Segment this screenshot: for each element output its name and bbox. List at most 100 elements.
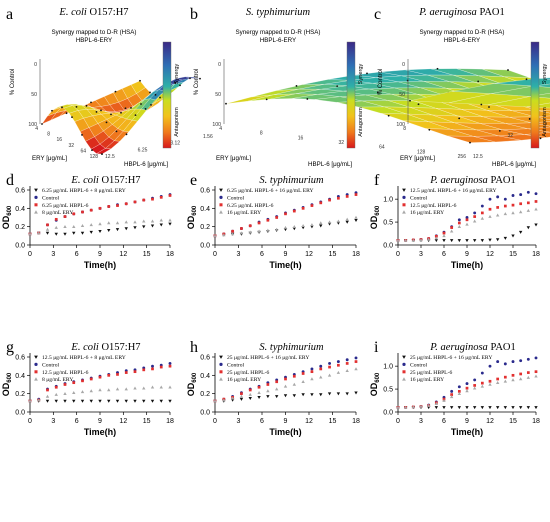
data-point bbox=[89, 377, 93, 381]
data-point bbox=[473, 384, 477, 387]
data-point bbox=[107, 388, 111, 392]
data-point bbox=[472, 406, 477, 410]
data-point bbox=[411, 238, 416, 242]
surface-node bbox=[95, 111, 98, 113]
surface-node bbox=[124, 107, 127, 110]
data-point bbox=[488, 406, 492, 410]
data-point bbox=[107, 205, 111, 208]
data-point bbox=[319, 364, 323, 368]
y-tick-label: 0.6 bbox=[200, 355, 210, 362]
data-point bbox=[480, 381, 484, 385]
data-point bbox=[345, 358, 349, 362]
data-point bbox=[495, 380, 500, 384]
data-point bbox=[292, 227, 297, 231]
data-point bbox=[151, 364, 154, 368]
data-point bbox=[72, 224, 76, 228]
y-tick-label: 6.25 bbox=[138, 147, 148, 153]
data-point bbox=[159, 365, 163, 369]
data-point bbox=[80, 390, 85, 394]
data-point bbox=[327, 220, 332, 224]
data-point bbox=[345, 369, 349, 373]
data-point bbox=[133, 399, 137, 403]
panel-letter: d bbox=[6, 172, 14, 189]
panel-letter: a bbox=[6, 6, 13, 23]
x-axis-label: ERY [μg/mL] bbox=[400, 155, 435, 162]
data-point bbox=[124, 371, 128, 374]
legend-label: 12.5 μg/mL HBPL-6 bbox=[410, 203, 457, 209]
x-tick-label: 9 bbox=[465, 251, 469, 258]
data-point bbox=[283, 228, 288, 232]
z-tick-label: 50 bbox=[215, 92, 221, 98]
x-tick-label: 8 bbox=[47, 132, 50, 138]
data-point bbox=[473, 215, 477, 218]
data-point bbox=[89, 389, 93, 393]
data-point bbox=[34, 370, 38, 374]
data-point bbox=[534, 207, 538, 211]
x-tick-label: 8 bbox=[403, 126, 406, 132]
data-point bbox=[107, 373, 111, 377]
data-point bbox=[115, 228, 120, 232]
data-point bbox=[519, 372, 523, 376]
data-point bbox=[80, 231, 85, 235]
data-point bbox=[240, 392, 243, 396]
data-point bbox=[473, 378, 477, 382]
data-point bbox=[442, 234, 446, 238]
data-point bbox=[534, 370, 538, 374]
legend-label: 12.5 μg/mL HBPL-6 bbox=[42, 370, 89, 376]
legend-label: 16 μg/mL ERY bbox=[227, 210, 261, 216]
data-point bbox=[503, 362, 507, 366]
surface-node bbox=[189, 77, 191, 80]
data-point bbox=[168, 399, 172, 403]
legend-label: 8 μg/mL ERY bbox=[42, 377, 73, 383]
data-point bbox=[54, 399, 58, 403]
data-point bbox=[301, 393, 305, 397]
data-point bbox=[442, 239, 446, 243]
x-tick-label: 0 bbox=[213, 251, 217, 258]
x-tick-label: 128 bbox=[90, 154, 99, 160]
surface-node bbox=[120, 111, 122, 114]
data-point bbox=[213, 234, 217, 238]
data-point bbox=[503, 212, 508, 216]
surface-node bbox=[507, 69, 509, 71]
x-axis-label: ERY [μg/mL] bbox=[216, 155, 251, 162]
data-point bbox=[142, 399, 146, 403]
data-point bbox=[89, 223, 93, 227]
data-point bbox=[449, 239, 454, 243]
y-axis-label: OD600 bbox=[186, 372, 198, 396]
data-point bbox=[519, 359, 523, 363]
data-point bbox=[354, 356, 358, 360]
x-tick-label: 12 bbox=[119, 418, 127, 425]
data-point bbox=[133, 370, 137, 374]
data-point bbox=[354, 218, 358, 222]
data-point bbox=[142, 368, 146, 372]
data-point bbox=[345, 217, 349, 221]
x-tick-label: 6 bbox=[442, 418, 446, 425]
x-tick-label: 18 bbox=[532, 251, 540, 258]
growth-curve-chart: e S. typhimurium 0 3 6 9 12 15 18 0.0 0.2 0.4 0.6 Tim… bbox=[186, 172, 360, 270]
data-point bbox=[46, 388, 49, 392]
synergy-colorbar bbox=[530, 41, 540, 149]
data-point bbox=[480, 239, 485, 243]
data-point bbox=[434, 239, 439, 243]
data-point bbox=[319, 201, 323, 205]
data-point bbox=[419, 404, 423, 408]
surface-node bbox=[100, 109, 102, 112]
data-point bbox=[457, 224, 462, 228]
y-axis-label: HBPL-6 [μg/mL] bbox=[308, 161, 352, 168]
synergy-surface-panel: c P. aeruginosa PAO1 Synergy mapped to D-R… bbox=[374, 6, 550, 168]
data-point bbox=[534, 406, 538, 410]
data-point bbox=[534, 356, 538, 360]
data-point bbox=[396, 238, 400, 242]
surface-node bbox=[387, 114, 390, 117]
surface-node bbox=[91, 149, 93, 152]
surface-node bbox=[101, 153, 103, 155]
data-point bbox=[301, 380, 305, 384]
data-point bbox=[257, 396, 261, 400]
data-point bbox=[511, 211, 515, 215]
surface-node bbox=[295, 85, 298, 87]
data-point bbox=[116, 204, 119, 207]
z-tick-label: 50 bbox=[31, 92, 37, 98]
data-point bbox=[222, 233, 226, 237]
y-tick-label: 0.4 bbox=[200, 206, 210, 213]
data-point bbox=[345, 392, 349, 396]
